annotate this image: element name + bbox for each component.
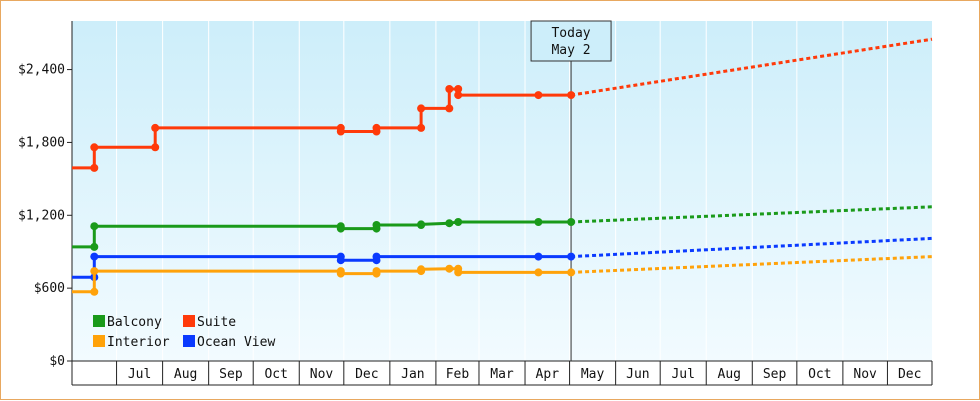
legend-label: Balcony [107,315,162,330]
interior-data-point [454,268,463,277]
suite-data-point [454,85,463,93]
x-tick-label: May [581,367,605,382]
series-suite [72,37,933,172]
y-tick-label: $1,200 [18,208,65,223]
ocean-view-data-point [372,252,381,261]
suite-data-point [90,143,99,152]
x-tick-label: Dec [898,367,921,382]
suite-data-point [151,143,160,152]
suite-data-point [90,163,99,172]
x-tick-label: Sep [763,367,787,382]
y-axis-ticks: $0 $600 $1,200 $1,800 $2,400 [18,63,72,369]
today-box [530,20,612,62]
interior-data-point [567,268,576,277]
legend: Balcony Suite Interior Ocean View [93,315,275,350]
legend-swatch [93,335,105,347]
x-tick-label: Aug [718,367,741,382]
x-tick-label: Jul [671,367,694,382]
balcony-data-point [336,224,345,233]
interior-data-point [534,268,543,277]
series-lines [72,37,933,296]
x-tick-label: Mar [490,367,514,382]
x-tick-label: Oct [264,367,287,382]
interior-data-point [336,269,345,278]
ocean-view-projection-line [571,236,933,259]
legend-label: Interior [107,335,170,350]
x-tick-label: Aug [174,367,197,382]
x-tick-label: Nov [853,367,877,382]
legend-label: Ocean View [197,335,275,350]
interior-data-point [90,287,99,296]
x-axis-ticks: Jul Aug Sep Oct Nov Dec Jan Feb Mar Apr May Jun Jul A… [116,361,933,385]
interior-data-point [445,264,454,273]
month-gridlines [116,21,888,361]
suite-data-point [445,104,454,113]
x-tick-label: Oct [808,367,831,382]
x-tick-label: Dec [355,367,378,382]
x-tick-label: Feb [446,367,470,382]
ocean-view-data-point [90,252,99,261]
legend-label: Suite [197,315,236,330]
suite-data-point [336,127,345,136]
balcony-data-point [445,219,454,228]
series-interior [72,255,933,296]
suite-projection-line [570,37,933,97]
x-tick-label: Jun [626,367,649,382]
suite-data-point [372,123,381,132]
plot-area [72,21,932,361]
legend-swatch [93,315,105,327]
axes [71,21,932,386]
today-marker: Today May 2 [530,20,612,361]
suite-data-point [417,123,426,132]
y-tick-label: $0 [49,354,65,369]
balcony-data-point [567,218,576,226]
balcony-projection-line [571,205,933,224]
x-tick-label: Apr [536,367,560,382]
interior-projection-line [571,255,933,274]
interior-data-point [417,265,426,274]
legend-swatch [183,335,195,347]
balcony-data-point [90,222,99,231]
series-balcony [72,205,933,251]
x-tick-label: Sep [219,367,243,382]
y-tick-label: $1,800 [18,135,65,150]
ocean-view-data-point [567,252,576,261]
x-tick-label: Jan [401,367,424,382]
legend-swatch [183,315,195,327]
balcony-data-point [454,218,463,226]
balcony-data-point [534,218,543,226]
today-label: Today [551,26,590,41]
suite-data-point [151,123,160,132]
suite-data-point [445,85,454,93]
x-tick-label: Nov [310,367,334,382]
y-tick-label: $600 [34,281,65,296]
y-tick-label: $2,400 [18,63,65,78]
today-date: May 2 [551,43,590,58]
interior-data-point [90,267,99,276]
balcony-data-point [90,242,99,251]
balcony-data-point [372,221,381,229]
suite-data-point [417,104,426,113]
suite-data-point [534,91,543,100]
suite-data-point [567,91,576,100]
suite-data-point [454,91,463,100]
ocean-view-data-point [336,256,345,265]
x-tick-label: Jul [128,367,151,382]
ocean-view-data-point [534,252,543,261]
balcony-data-point [417,220,426,229]
interior-data-point [372,267,381,276]
